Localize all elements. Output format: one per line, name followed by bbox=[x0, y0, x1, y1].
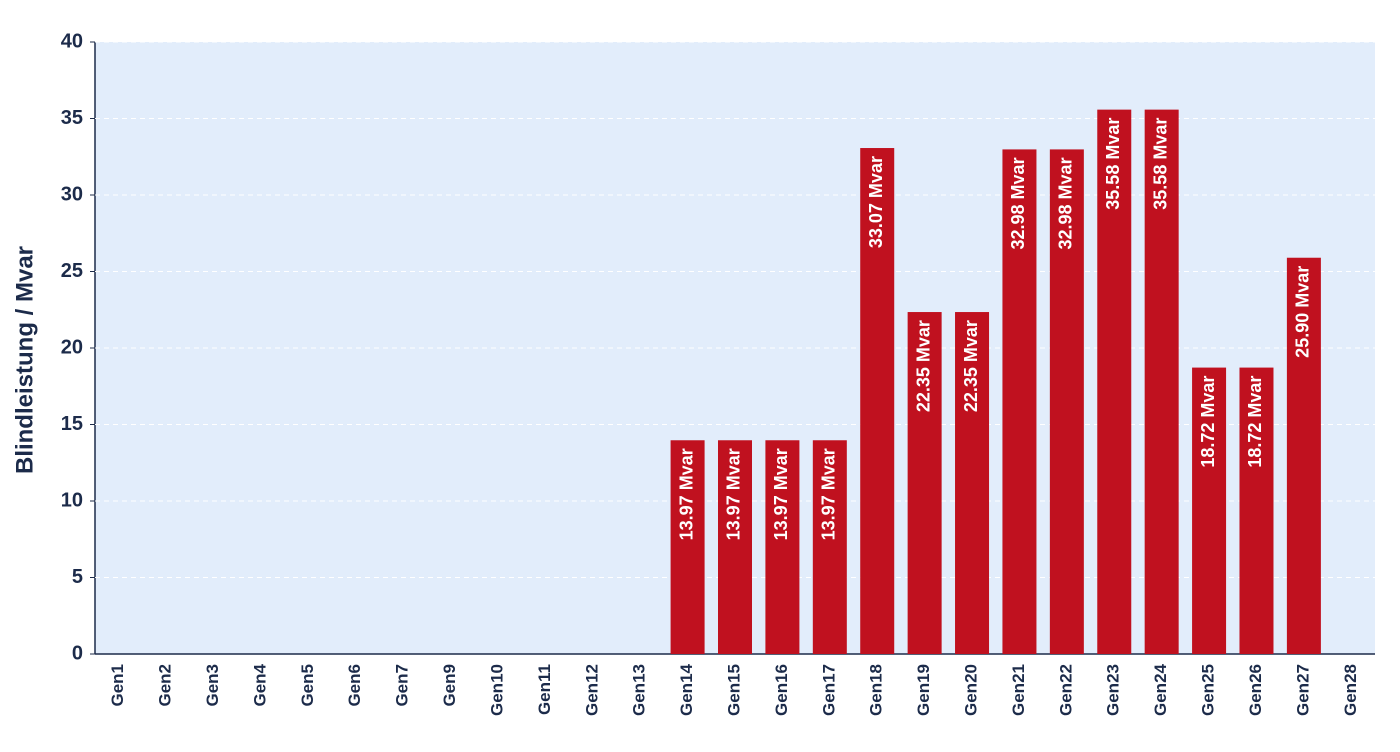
y-tick-label: 0 bbox=[72, 642, 83, 664]
bar-value-label: 18.72 Mvar bbox=[1245, 376, 1265, 468]
bar bbox=[1002, 149, 1037, 654]
x-tick-label: Gen19 bbox=[914, 664, 933, 716]
bar-value-label: 22.35 Mvar bbox=[961, 320, 981, 412]
x-tick-label: Gen12 bbox=[582, 664, 601, 716]
bar-value-label: 13.97 Mvar bbox=[676, 448, 696, 540]
x-tick-label: Gen25 bbox=[1199, 664, 1218, 716]
bar-value-label: 32.98 Mvar bbox=[1056, 157, 1076, 249]
y-tick-label: 15 bbox=[61, 413, 83, 435]
bar bbox=[1286, 257, 1321, 654]
y-tick-label: 40 bbox=[61, 30, 83, 52]
x-tick-label: Gen7 bbox=[393, 664, 412, 707]
x-tick-label: Gen10 bbox=[487, 664, 506, 716]
y-tick-label: 5 bbox=[72, 566, 83, 588]
y-tick-label: 25 bbox=[61, 260, 83, 282]
y-tick-label: 10 bbox=[61, 489, 83, 511]
bar bbox=[718, 440, 752, 654]
bar bbox=[1049, 149, 1084, 654]
bar bbox=[1239, 367, 1274, 654]
bar bbox=[1192, 367, 1227, 654]
bar-value-label: 35.58 Mvar bbox=[1150, 118, 1170, 210]
x-tick-label: Gen28 bbox=[1341, 664, 1360, 716]
y-tick-label: 35 bbox=[61, 107, 83, 129]
bar bbox=[1144, 109, 1179, 655]
bar bbox=[955, 312, 990, 654]
x-tick-label: Gen14 bbox=[677, 663, 696, 716]
bar bbox=[907, 312, 942, 654]
x-tick-label: Gen20 bbox=[962, 664, 981, 716]
bar-value-label: 13.97 Mvar bbox=[771, 448, 791, 540]
x-tick-label: Gen24 bbox=[1151, 663, 1170, 716]
bar-value-label: 35.58 Mvar bbox=[1103, 118, 1123, 210]
x-tick-label: Gen9 bbox=[440, 664, 459, 707]
x-tick-label: Gen23 bbox=[1104, 664, 1123, 716]
x-tick-label: Gen15 bbox=[724, 664, 743, 716]
x-tick-label: Gen4 bbox=[250, 663, 269, 706]
y-axis-title: Blindleistung / Mvar bbox=[11, 246, 38, 474]
y-tick-label: 30 bbox=[61, 183, 83, 205]
bar-value-label: 13.97 Mvar bbox=[724, 448, 744, 540]
x-tick-label: Gen3 bbox=[203, 664, 222, 707]
bar bbox=[860, 148, 895, 655]
bar bbox=[670, 440, 705, 654]
y-tick-label: 20 bbox=[61, 336, 83, 358]
x-tick-label: Gen1 bbox=[108, 664, 127, 707]
x-tick-label: Gen26 bbox=[1246, 664, 1265, 716]
x-tick-label: Gen6 bbox=[345, 664, 364, 707]
bar-value-label: 25.90 Mvar bbox=[1293, 266, 1313, 358]
bar bbox=[1097, 109, 1132, 655]
x-tick-label: Gen11 bbox=[535, 664, 554, 715]
bar-value-label: 32.98 Mvar bbox=[1008, 157, 1028, 249]
x-tick-label: Gen18 bbox=[867, 664, 886, 716]
bar-value-label: 33.07 Mvar bbox=[866, 156, 886, 248]
x-tick-label: Gen13 bbox=[630, 664, 649, 716]
bar bbox=[812, 440, 847, 654]
x-tick-label: Gen16 bbox=[772, 664, 791, 716]
x-tick-label: Gen5 bbox=[298, 664, 317, 707]
bar-value-label: 18.72 Mvar bbox=[1198, 376, 1218, 468]
x-tick-label: Gen22 bbox=[1056, 664, 1075, 716]
bar bbox=[765, 440, 800, 654]
x-tick-label: Gen2 bbox=[156, 664, 175, 707]
x-tick-label: Gen17 bbox=[819, 664, 838, 716]
bar-value-label: 22.35 Mvar bbox=[913, 320, 933, 412]
x-tick-label: Gen27 bbox=[1293, 664, 1312, 716]
x-tick-label: Gen21 bbox=[1009, 664, 1028, 716]
bar-value-label: 13.97 Mvar bbox=[819, 448, 839, 540]
